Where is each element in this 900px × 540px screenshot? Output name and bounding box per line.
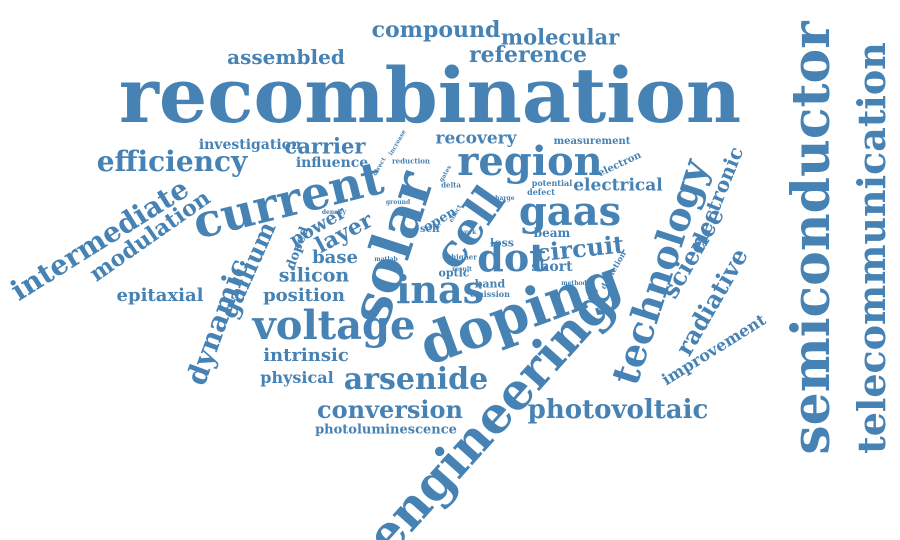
word-arsenide: arsenide: [343, 362, 489, 397]
word-result: result: [452, 266, 472, 273]
word-loss: loss: [490, 236, 514, 250]
word-defect: defect: [527, 187, 555, 197]
word-silicon: silicon: [278, 264, 350, 287]
word-epitaxial: epitaxial: [116, 285, 204, 306]
word-delta: delta: [441, 180, 461, 190]
word-charge: charge: [491, 195, 515, 202]
word-investigation: investigation: [198, 137, 302, 153]
word-position: position: [263, 285, 345, 306]
word-physical: physical: [260, 368, 334, 387]
word-higher: higher: [451, 252, 477, 262]
word-voltage: voltage: [252, 302, 416, 349]
word-photoluminescence: photoluminescence: [315, 422, 457, 438]
word-work: work: [459, 229, 477, 236]
word-self: self: [419, 224, 441, 235]
word-intrinsic: intrinsic: [263, 345, 349, 366]
word-photovoltaic: photovoltaic: [527, 395, 709, 425]
word-method: method: [561, 280, 587, 287]
word-conversion: conversion: [316, 395, 464, 424]
word-short: short: [531, 259, 573, 275]
word-beam: beam: [533, 226, 571, 240]
word-reduction: reduction: [391, 156, 431, 166]
word-band: band: [474, 277, 506, 291]
word-reference: reference: [468, 42, 588, 68]
word-compound: compound: [371, 17, 501, 43]
word-semiconductor: semiconductor: [781, 21, 842, 455]
word-matlab: matlab: [374, 256, 398, 263]
word-telecommunication: telecommunication: [849, 42, 894, 454]
word-region: region: [457, 138, 603, 185]
word-inas: inas: [395, 267, 485, 312]
word-influence: influence: [295, 155, 369, 171]
word-potential: potential: [531, 178, 573, 188]
word-measurement: measurement: [553, 136, 631, 147]
word-base: base: [312, 247, 358, 268]
word-recombination: recombination: [118, 51, 742, 140]
word-emission: emission: [470, 289, 510, 299]
word-electrical: electrical: [573, 175, 663, 196]
word-recovery: recovery: [435, 128, 517, 149]
word-ground: ground: [385, 199, 411, 206]
word-gaas: gaas: [518, 188, 622, 235]
word-assembled: assembled: [227, 45, 345, 69]
word-carrier: carrier: [284, 133, 366, 159]
word-density: density: [321, 209, 347, 216]
word-optic: optic: [438, 266, 470, 280]
word-molecular: molecular: [500, 24, 620, 50]
word-dot: dot: [477, 235, 547, 280]
word-efficiency: efficiency: [96, 145, 248, 178]
